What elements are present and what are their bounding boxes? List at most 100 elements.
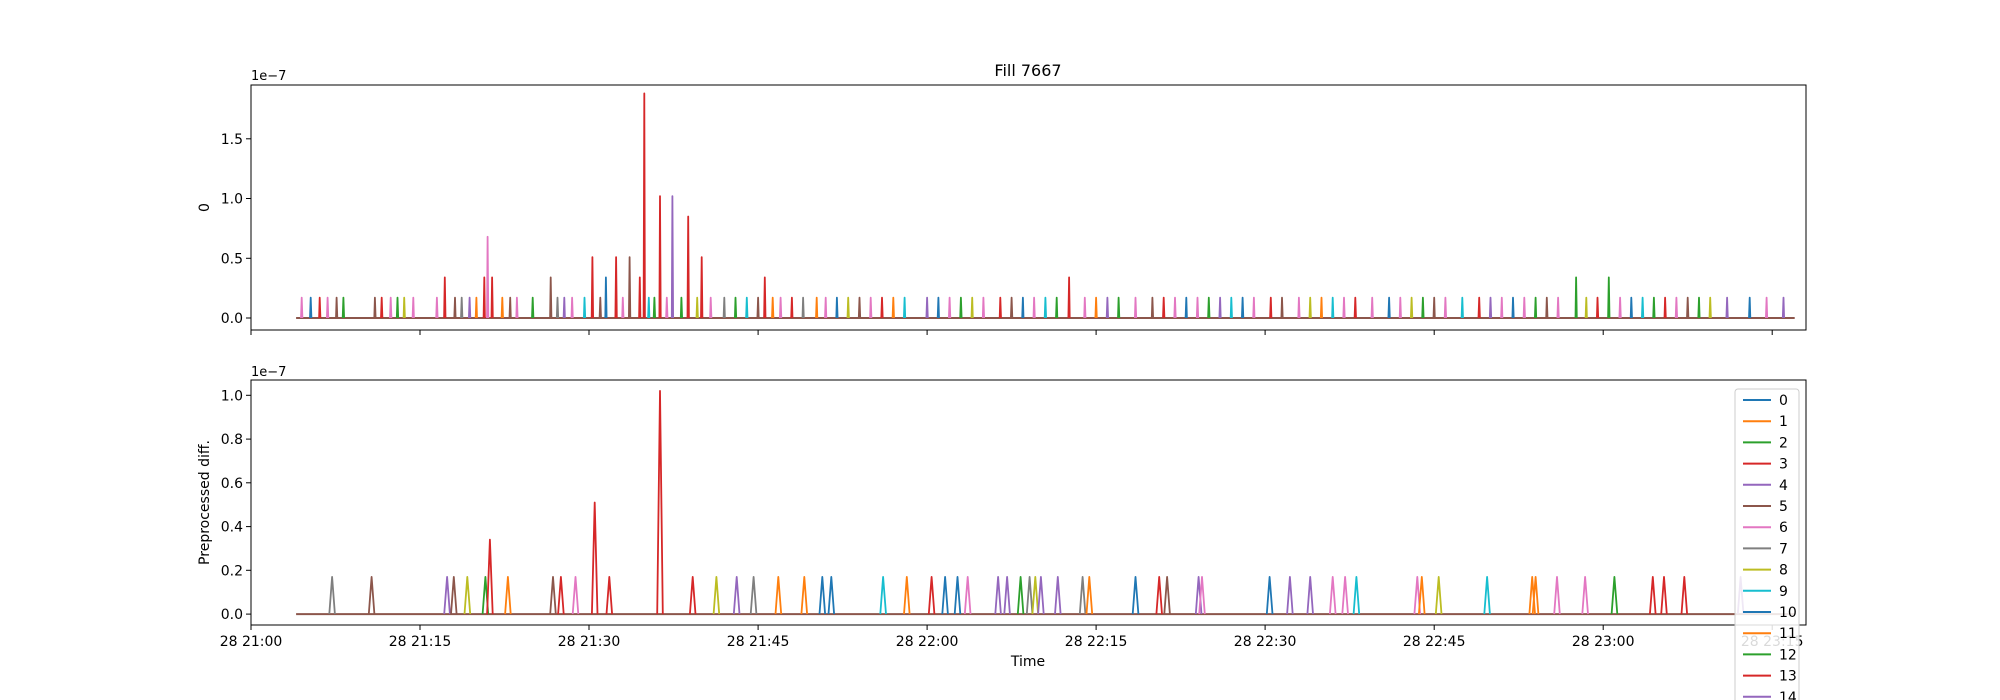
bottom-spike [1155,576,1163,615]
legend-label: 4 [1779,478,1788,494]
bottom-spike [591,501,599,615]
top-spike [1725,296,1729,319]
top-spike [1297,296,1301,319]
top-spike [614,256,618,319]
bottom-spike [1016,576,1025,615]
top-spike [857,296,862,319]
top-spike [670,195,674,319]
bottom-spike [994,576,1002,615]
legend-label: 8 [1779,563,1788,579]
xtick-label: 28 22:00 [896,634,959,650]
top-spike [709,296,713,319]
bottom-ytick-label: 0.4 [221,520,243,536]
top-spike [549,276,553,319]
axes-top: 0.0 0.5 1.0 1.5 1e−7 0 [197,69,1807,335]
top-spike [1748,296,1752,319]
bottom-y-axis: 0.0 0.2 0.4 0.6 0.8 1.0 [221,388,251,623]
top-spike [745,296,749,319]
legend-label: 5 [1779,499,1788,515]
bottom-spike [818,576,826,615]
top-spike [435,296,439,319]
bottom-scale-label: 1e−7 [251,365,286,380]
top-ylabel: 0 [197,203,213,212]
top-spike [695,296,699,319]
bottom-spike [1085,576,1094,615]
top-spike [1545,296,1549,319]
top-ytick-label: 0.5 [221,251,243,267]
bottom-spike [450,576,458,615]
top-spike [925,296,929,319]
bottom-spike [800,576,808,615]
top-spike [638,276,642,319]
top-spike [1421,296,1425,319]
top-spike [1010,296,1014,319]
top-spike [763,276,767,319]
top-spike [570,296,574,319]
bottom-spike [1003,576,1011,615]
top-spike [1410,296,1414,319]
top-spike [1398,296,1402,319]
top-spike [1596,296,1600,319]
top-spike [1195,296,1200,319]
top-spike [1117,296,1121,319]
top-spike [1443,296,1447,319]
top-spike [1043,296,1047,319]
top-spike [700,256,704,319]
top-spike [665,296,669,319]
top-ytick-label: 1.5 [221,132,243,148]
top-scale-label: 1e−7 [251,69,286,84]
bottom-spike [571,576,580,615]
top-spike [1021,296,1025,319]
top-spike [1252,296,1256,319]
top-spike [1652,296,1656,319]
bottom-ytick-label: 0.6 [221,476,243,492]
top-spike [508,296,512,319]
top-spike [891,296,895,319]
top-spike [468,296,472,319]
bottom-spike [1581,576,1589,615]
bottom-spike [443,576,451,615]
bottom-spike [827,576,835,615]
top-spike [1765,296,1769,319]
bottom-spike [504,576,512,615]
top-spike [604,276,608,319]
top-spike [756,296,760,319]
bottom-ytick-label: 1.0 [221,388,243,404]
bottom-spike [1680,576,1688,615]
top-spike [1534,296,1538,319]
top-spike [1674,296,1678,319]
xtick-label: 28 21:00 [220,634,283,650]
top-spike [1331,296,1335,319]
bottom-spike [605,576,613,615]
top-spike [790,296,794,319]
top-spike [373,296,377,319]
legend-label: 2 [1779,435,1788,451]
top-spike [647,296,651,319]
top-spike [1500,296,1504,319]
top-spike [500,296,504,319]
top-spike [1460,296,1464,319]
top-spike [1173,296,1177,319]
bottom-x-axis: 28 21:00 28 21:15 28 21:30 28 21:45 28 22:00… [220,625,1804,650]
top-spike [1574,276,1578,319]
top-spike [598,296,602,319]
top-spike [1269,296,1273,319]
legend-frame [1734,388,1800,700]
top-spike [1094,296,1098,319]
top-spike [531,296,535,319]
top-y-axis: 0.0 0.5 1.0 1.5 [221,132,251,327]
top-spike [1150,296,1154,319]
legend-label: 11 [1779,626,1797,642]
bottom-spike [774,576,783,615]
top-spike [1229,296,1233,319]
top-spike [590,256,594,319]
xtick-label: 28 22:45 [1403,634,1466,650]
legend-label: 7 [1779,541,1788,557]
top-spike [1618,296,1622,319]
bottom-spike [1483,576,1491,615]
top-spike [1781,296,1785,319]
top-spike [460,296,464,319]
bottom-spike [1265,576,1274,615]
top-spike [1477,296,1481,319]
